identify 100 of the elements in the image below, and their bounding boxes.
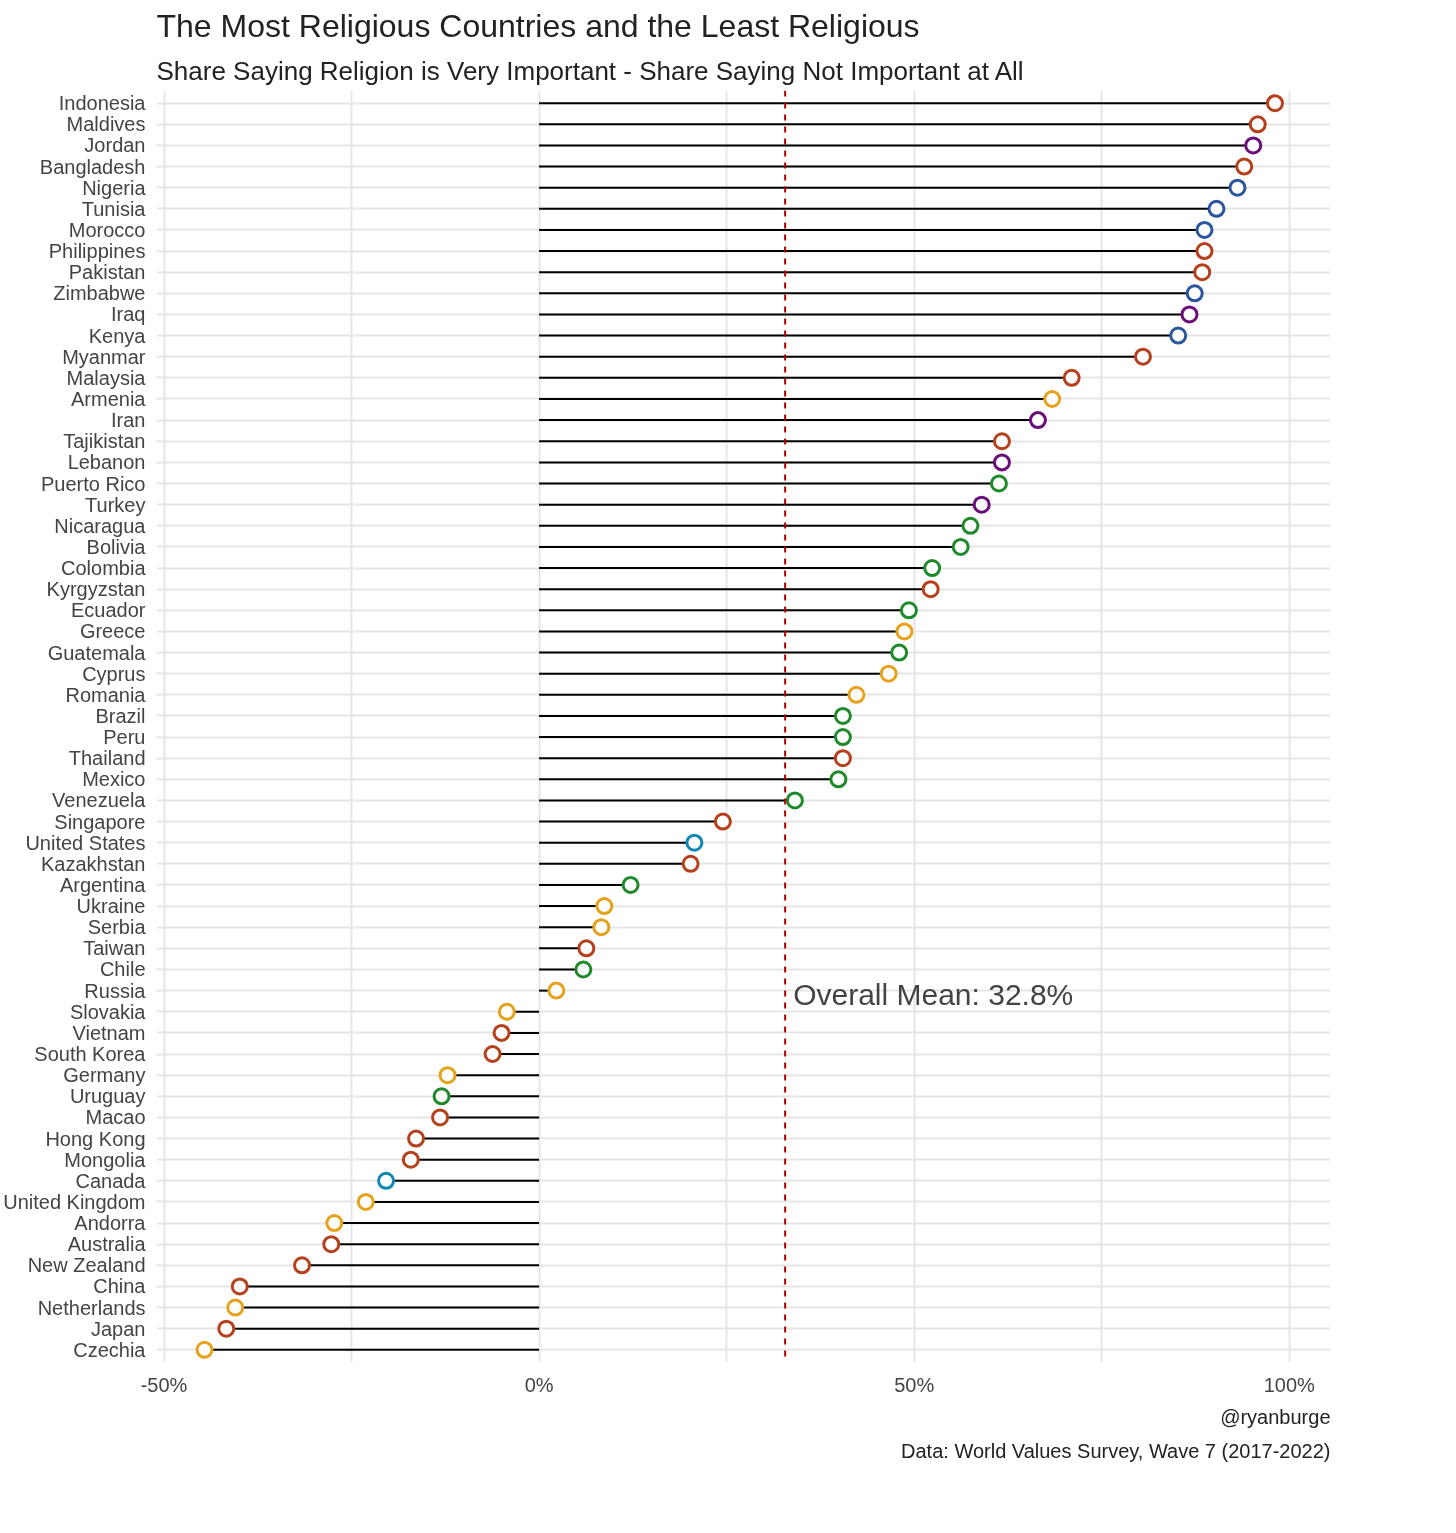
y-tick-label: Brazil: [95, 704, 146, 727]
y-tick-label: Australia: [67, 1233, 147, 1256]
point: [322, 1235, 341, 1254]
point: [574, 960, 593, 979]
point: [1180, 305, 1199, 324]
point: [1248, 115, 1267, 134]
y-tick-label: Kenya: [88, 324, 147, 347]
point: [195, 1340, 214, 1359]
point: [899, 601, 918, 620]
y-tick-label: Hong Kong: [45, 1127, 146, 1150]
point: [713, 812, 732, 831]
y-tick-label: Jordan: [84, 134, 146, 157]
y-tick-label: Turkey: [85, 493, 146, 516]
point: [1207, 199, 1226, 218]
point: [226, 1298, 245, 1317]
y-tick-label: Greece: [79, 620, 146, 643]
y-tick-label: South Korea: [34, 1043, 147, 1066]
chart-subtitle: Share Saying Religion is Very Important - Share Saying Not Important at All: [156, 55, 1024, 86]
x-tick-label: 100%: [1263, 1373, 1316, 1396]
y-tick-label: Pakistan: [68, 261, 146, 284]
y-tick-label: Ecuador: [71, 599, 146, 622]
point: [483, 1045, 502, 1063]
y-tick-label: Germany: [63, 1064, 146, 1087]
x-tick-label: 50%: [894, 1373, 935, 1396]
y-tick-label: Puerto Rico: [41, 472, 146, 495]
y-tick-label: Taiwan: [83, 937, 146, 960]
point: [577, 939, 596, 958]
point: [1043, 390, 1062, 408]
point: [356, 1192, 375, 1211]
point: [833, 749, 852, 768]
point: [829, 770, 848, 789]
point: [1185, 284, 1204, 303]
y-tick-label: Russia: [84, 979, 147, 1002]
point: [1028, 411, 1047, 430]
y-tick-label: Slovakia: [69, 1000, 147, 1023]
y-tick-label: Indonesia: [58, 92, 147, 115]
point: [992, 432, 1011, 451]
y-tick-label: Mexico: [82, 768, 146, 791]
point: [1169, 326, 1188, 345]
point: [407, 1129, 426, 1148]
point: [1195, 242, 1214, 261]
point: [961, 516, 980, 535]
point: [833, 728, 852, 747]
point: [1228, 178, 1247, 197]
point: [377, 1171, 396, 1190]
point: [989, 474, 1008, 493]
point: [621, 875, 640, 894]
text: @ryanburge: [1220, 1405, 1331, 1428]
point: [992, 453, 1011, 472]
y-tick-label: Iraq: [111, 303, 146, 326]
y-tick-label: Venezuela: [52, 789, 147, 812]
y-tick-label: Japan: [91, 1317, 146, 1340]
point: [785, 791, 804, 810]
point: [921, 580, 940, 599]
y-tick-label: Zimbabwe: [53, 282, 146, 305]
point: [681, 854, 700, 873]
point: [293, 1256, 312, 1275]
y-tick-label: Uruguay: [69, 1085, 146, 1108]
point: [401, 1150, 420, 1169]
y-tick-label: Singapore: [54, 810, 146, 833]
point: [1133, 347, 1152, 366]
y-tick-label: Thailand: [68, 747, 146, 770]
point: [1265, 94, 1284, 113]
point: [230, 1277, 249, 1296]
y-tick-label: Lebanon: [67, 451, 146, 474]
y-tick-label: Tajikistan: [63, 430, 146, 453]
point: [923, 559, 942, 578]
y-tick-label: Iran: [111, 409, 146, 432]
point: [492, 1023, 511, 1042]
point: [685, 833, 704, 852]
y-tick-label: Philippines: [48, 240, 146, 263]
y-tick-label: Kazakhstan: [40, 852, 146, 875]
point: [1193, 263, 1212, 282]
point: [438, 1066, 457, 1085]
y-tick-label: Guatemala: [47, 641, 147, 664]
y-tick-label: Colombia: [61, 557, 147, 580]
text: Data: World Values Survey, Wave 7 (2017-2022): [901, 1439, 1331, 1462]
point: [972, 495, 991, 514]
x-tick-label: 0%: [524, 1373, 554, 1396]
point: [951, 537, 970, 556]
point: [890, 643, 909, 662]
x-tick-label: -50%: [140, 1373, 188, 1396]
y-tick-label: Vietnam: [72, 1021, 146, 1044]
y-tick-label: Netherlands: [37, 1296, 146, 1319]
point: [1195, 220, 1214, 239]
y-tick-label: Bangladesh: [39, 155, 146, 178]
y-tick-label: Argentina: [59, 873, 147, 896]
y-tick-label: Kyrgyzstan: [46, 578, 146, 601]
y-tick-label: Ukraine: [76, 895, 146, 918]
y-tick-label: Cyprus: [82, 662, 146, 685]
point: [432, 1087, 451, 1106]
point: [595, 897, 614, 916]
point: [497, 1002, 516, 1021]
point: [1244, 136, 1263, 155]
y-tick-label: China: [93, 1275, 147, 1298]
ref-line-label: Overall Mean: 32.8%: [793, 978, 1074, 1012]
point: [847, 685, 866, 704]
y-tick-label: Serbia: [87, 916, 147, 939]
y-tick-label: Macao: [85, 1106, 146, 1129]
y-tick-label: New Zealand: [27, 1254, 146, 1277]
